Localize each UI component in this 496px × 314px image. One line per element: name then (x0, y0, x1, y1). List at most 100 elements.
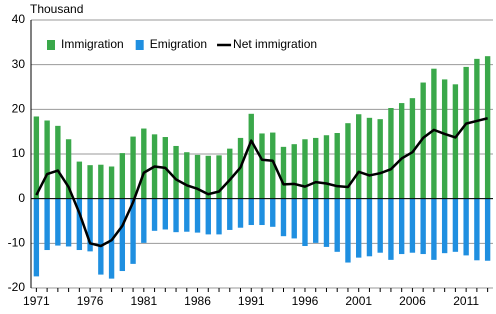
bar (44, 198, 50, 251)
bar (291, 144, 297, 199)
bar (98, 164, 104, 199)
x-tick-label: 1996 (292, 294, 319, 308)
y-tick-label: 10 (12, 146, 26, 160)
x-tick-label: 2001 (345, 294, 372, 308)
legend-swatch (135, 40, 144, 50)
bar (141, 128, 147, 199)
bar (377, 119, 383, 199)
bar (398, 198, 405, 255)
bar (205, 155, 211, 199)
bar (270, 198, 276, 227)
bar (388, 107, 394, 199)
y-tick-label: 30 (12, 57, 26, 71)
bar (345, 198, 351, 263)
bar (452, 198, 459, 252)
bar (356, 198, 362, 258)
y-tick-label: 0 (18, 191, 25, 205)
bar (366, 198, 373, 257)
bar (431, 198, 437, 260)
bar (345, 123, 351, 199)
bar (119, 153, 126, 199)
bar (194, 198, 201, 233)
bar (388, 198, 394, 260)
bar (420, 82, 426, 199)
bar (313, 198, 319, 243)
y-axis-unit: Thousand (30, 2, 83, 16)
bar (280, 198, 287, 237)
bar (227, 148, 233, 199)
bar (151, 198, 158, 231)
y-tick-label: -10 (8, 236, 26, 250)
bar (76, 161, 83, 199)
bar (452, 84, 459, 199)
bar (280, 146, 287, 199)
bar (474, 198, 480, 261)
bar (259, 198, 265, 226)
x-tick-label: 1991 (238, 294, 265, 308)
legend-swatch (47, 40, 55, 50)
bar (65, 198, 72, 247)
bar (130, 198, 136, 264)
bar (98, 198, 104, 275)
bar (313, 137, 319, 199)
bar (366, 117, 373, 199)
bar (409, 198, 416, 253)
bar (323, 135, 330, 199)
bar (227, 198, 233, 230)
bar (463, 198, 469, 256)
bar (173, 198, 179, 233)
y-tick-label: -20 (8, 280, 26, 294)
bar (108, 166, 115, 199)
bar (334, 198, 340, 252)
bar (205, 198, 211, 235)
bar (216, 155, 222, 199)
bar (76, 198, 83, 251)
bar (184, 152, 190, 199)
bar (484, 198, 491, 261)
bar (377, 198, 383, 253)
bar (184, 198, 190, 232)
bar (65, 139, 72, 199)
bar (141, 198, 147, 243)
bar (87, 198, 93, 252)
bar (441, 79, 448, 199)
bar (302, 198, 308, 247)
x-tick-label: 2006 (399, 294, 426, 308)
bar (270, 132, 276, 199)
bar (398, 103, 405, 199)
bar (259, 133, 265, 199)
bar (420, 198, 426, 255)
x-tick-label: 1976 (77, 294, 104, 308)
bar (484, 56, 491, 199)
bar (248, 113, 254, 199)
bar (194, 154, 201, 199)
legend-label: Emigration (150, 37, 207, 51)
bar (248, 198, 254, 226)
x-tick-label: 1971 (23, 294, 50, 308)
x-tick-label: 1986 (184, 294, 211, 308)
bar (474, 58, 480, 199)
bar (237, 198, 244, 228)
bar (356, 114, 362, 199)
bar (302, 139, 308, 199)
bar (216, 198, 222, 235)
y-tick-label: 20 (12, 102, 26, 116)
bar (44, 120, 50, 199)
x-tick-label: 2011 (453, 294, 479, 308)
legend-label: Immigration (61, 37, 124, 51)
bar (33, 198, 40, 277)
y-tick-label: 40 (12, 12, 26, 26)
bar (162, 198, 168, 230)
bar (33, 116, 40, 199)
bar (87, 165, 93, 199)
bar (55, 125, 61, 199)
bar (173, 145, 179, 199)
x-tick-label: 1981 (130, 294, 157, 308)
bar (55, 198, 61, 246)
legend-label: Net immigration (233, 37, 317, 51)
net-line (35, 117, 488, 248)
bar (119, 198, 126, 272)
bar (323, 198, 330, 247)
bar (409, 98, 416, 199)
